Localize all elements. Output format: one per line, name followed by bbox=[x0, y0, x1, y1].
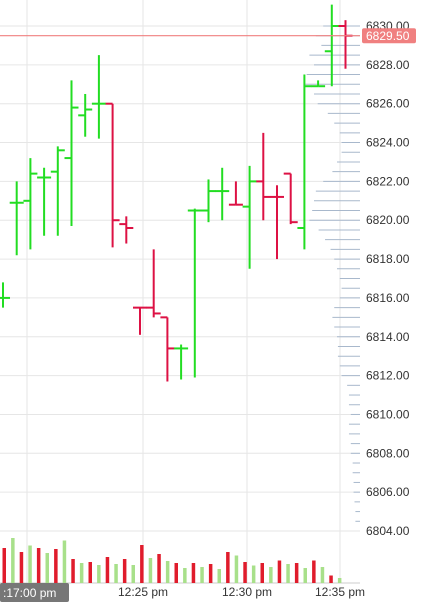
volume-bar bbox=[114, 564, 118, 583]
volume-bar bbox=[54, 549, 58, 583]
volume-bar bbox=[191, 563, 196, 583]
ohlc-bar bbox=[91, 55, 106, 139]
ohlc-bar bbox=[256, 132, 271, 221]
ohlc-bar bbox=[201, 179, 216, 223]
volume-bar bbox=[88, 562, 92, 583]
y-tick-label: 6810.00 bbox=[366, 407, 410, 421]
volume-bar bbox=[217, 569, 221, 583]
volume-bar bbox=[294, 563, 299, 583]
y-tick-label: 6808.00 bbox=[366, 446, 410, 460]
ohlc-bar bbox=[9, 181, 24, 256]
y-tick-label: 6814.00 bbox=[366, 330, 410, 344]
volume-bar bbox=[19, 552, 24, 583]
volume-bar bbox=[200, 567, 204, 583]
volume-bar bbox=[97, 565, 101, 583]
volume-bar bbox=[62, 540, 67, 583]
y-tick-label: 6824.00 bbox=[366, 136, 410, 150]
volume-bar bbox=[329, 575, 333, 583]
y-tick-label: 6820.00 bbox=[366, 213, 410, 227]
ohlc-bar bbox=[64, 80, 79, 227]
crosshair-time-tag: :17:00 pm bbox=[0, 583, 69, 602]
ohlc-bar bbox=[338, 20, 353, 69]
time-axis[interactable]: 12:25 pm 12:30 pm 12:35 pm bbox=[118, 585, 365, 599]
ohlc-bar bbox=[105, 102, 120, 248]
ohlc-bar bbox=[311, 80, 326, 88]
price-axis-bg bbox=[361, 0, 424, 583]
y-tick-label: 6812.00 bbox=[366, 369, 410, 383]
last-price-tag: 6829.50 bbox=[362, 28, 416, 44]
volume-bar bbox=[165, 561, 170, 583]
ohlc-bar bbox=[23, 158, 38, 250]
ohlc-bar bbox=[242, 165, 257, 269]
ohlc-bar bbox=[78, 93, 93, 137]
volume-bar bbox=[320, 567, 325, 583]
y-tick-label: 6822.00 bbox=[366, 174, 410, 188]
ohlc-bar bbox=[119, 216, 134, 244]
ohlc-bar bbox=[283, 172, 298, 225]
volume-bar bbox=[36, 548, 41, 583]
y-tick-label: 6806.00 bbox=[366, 485, 410, 499]
volume-bar bbox=[2, 548, 6, 583]
volume-bar bbox=[234, 555, 239, 583]
y-tick-label: 6818.00 bbox=[366, 252, 410, 266]
volume-profile bbox=[304, 25, 360, 522]
volume-bar bbox=[183, 568, 187, 583]
y-tick-label: 6816.00 bbox=[366, 291, 410, 305]
volume-bar bbox=[122, 559, 127, 583]
y-tick-label: 6828.00 bbox=[366, 58, 410, 72]
volume-bar bbox=[303, 568, 307, 583]
ohlc-bar bbox=[187, 208, 202, 378]
grid-lines bbox=[0, 0, 360, 584]
volume-bar bbox=[71, 559, 75, 583]
volume-bar bbox=[226, 552, 230, 583]
volume-bar bbox=[174, 563, 178, 583]
volume-bars bbox=[2, 538, 342, 583]
ohlc-bars bbox=[0, 4, 353, 382]
last-price-label: 6829.50 bbox=[366, 29, 410, 43]
volume-bar bbox=[337, 578, 342, 583]
ohlc-bar bbox=[324, 4, 339, 87]
y-tick-label: 6804.00 bbox=[366, 524, 410, 538]
price-axis[interactable]: 6804.00 6806.00 6808.00 6810.00 6812.00 6814.… bbox=[361, 0, 424, 583]
volume-bar bbox=[269, 567, 273, 583]
ohlc-bar bbox=[133, 306, 147, 335]
x-tick-label: 12:35 pm bbox=[315, 585, 365, 599]
volume-bar bbox=[11, 538, 15, 583]
ohlc-bar bbox=[297, 74, 312, 250]
volume-bar bbox=[140, 545, 144, 583]
ohlc-bar bbox=[160, 316, 175, 382]
x-tick-label: 12:30 pm bbox=[222, 585, 272, 599]
volume-bar bbox=[208, 564, 213, 583]
volume-bar bbox=[157, 554, 161, 583]
ohlc-bar bbox=[215, 167, 230, 221]
ohlc-bar bbox=[174, 344, 189, 380]
volume-bar bbox=[28, 545, 32, 583]
volume-bar bbox=[148, 558, 153, 583]
y-tick-label: 6826.00 bbox=[366, 97, 410, 111]
volume-bar bbox=[312, 560, 316, 583]
ohlc-bar bbox=[0, 282, 10, 308]
volume-bar bbox=[45, 553, 49, 583]
ohlc-bar bbox=[228, 181, 243, 206]
volume-bar bbox=[243, 562, 247, 583]
volume-bar bbox=[260, 563, 264, 583]
volume-bar bbox=[286, 564, 290, 583]
volume-bar bbox=[79, 563, 84, 583]
volume-bar bbox=[251, 565, 256, 583]
x-tick-label: 12:25 pm bbox=[118, 585, 168, 599]
volume-bar bbox=[131, 565, 135, 583]
ohlc-bar bbox=[50, 146, 65, 236]
ohlc-bar bbox=[37, 167, 52, 236]
crosshair-time-label: :17:00 pm bbox=[3, 586, 56, 600]
volume-bar bbox=[105, 557, 110, 583]
volume-bar bbox=[277, 560, 282, 583]
ohlc-bar bbox=[146, 249, 161, 318]
ohlc-bar bbox=[270, 185, 284, 260]
